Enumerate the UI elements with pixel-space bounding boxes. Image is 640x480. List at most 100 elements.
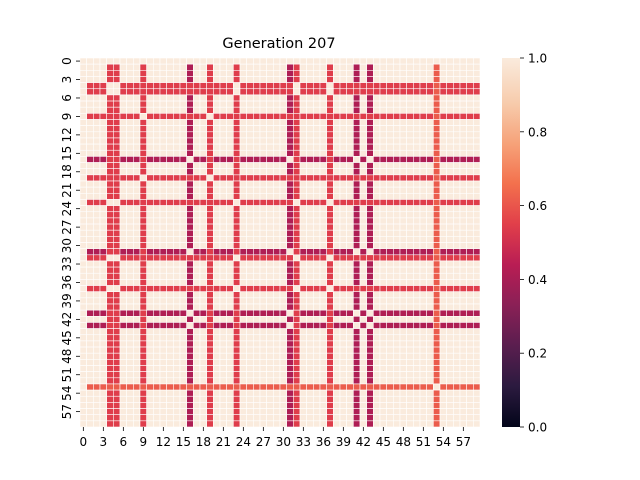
heatmap-cell <box>79 119 87 126</box>
heatmap-cell <box>306 346 314 354</box>
heatmap-cell <box>426 131 434 139</box>
heatmap-cell <box>93 131 101 139</box>
heatmap-cell <box>79 346 87 354</box>
heatmap-cell <box>273 229 281 237</box>
heatmap-cell <box>366 180 374 188</box>
heatmap-cell <box>79 328 87 336</box>
heatmap-cell <box>173 420 181 428</box>
heatmap-cell <box>159 291 167 299</box>
heatmap-cell <box>293 199 301 206</box>
heatmap-cell <box>179 414 187 422</box>
heatmap-cell <box>173 236 181 243</box>
heatmap-cell <box>373 266 381 274</box>
heatmap-cell <box>466 70 474 77</box>
heatmap-cell <box>386 260 394 268</box>
heatmap-cell <box>193 377 201 385</box>
heatmap-cell <box>333 340 341 348</box>
heatmap-cell <box>326 334 334 342</box>
heatmap-cell <box>246 125 254 133</box>
heatmap-cell <box>306 63 314 71</box>
heatmap-cell <box>233 63 241 71</box>
heatmap-cell <box>326 119 334 126</box>
heatmap-cell <box>159 162 167 170</box>
heatmap-cell <box>199 328 207 336</box>
heatmap-cell <box>233 193 241 200</box>
heatmap-cell <box>279 143 287 151</box>
heatmap-cell <box>426 359 434 366</box>
heatmap-cell <box>213 395 221 403</box>
heatmap-cell <box>433 371 441 379</box>
heatmap-cell <box>259 88 267 96</box>
heatmap-cell <box>446 365 454 372</box>
heatmap-cell <box>86 205 94 213</box>
heatmap-cell <box>406 106 414 114</box>
heatmap-cell <box>459 420 467 428</box>
heatmap-cell <box>179 291 187 299</box>
heatmap-cell <box>253 94 261 102</box>
heatmap-cell <box>339 266 347 274</box>
heatmap-cell <box>226 266 234 274</box>
heatmap-cell <box>153 334 161 342</box>
heatmap-cell <box>199 57 207 65</box>
heatmap-cell <box>433 76 441 83</box>
heatmap-cell <box>266 371 274 379</box>
heatmap-cell <box>173 168 181 176</box>
heatmap-cell <box>333 383 341 391</box>
heatmap-cell <box>366 328 374 336</box>
heatmap-cell <box>219 186 227 194</box>
heatmap-cell <box>273 260 281 268</box>
heatmap-cell <box>399 156 407 163</box>
heatmap-cell <box>339 113 347 120</box>
heatmap-cell <box>366 70 374 77</box>
heatmap-cell <box>426 242 434 249</box>
heatmap-cell <box>266 199 274 206</box>
heatmap-cell <box>306 383 314 391</box>
heatmap-cell <box>419 70 427 77</box>
heatmap-cell <box>179 125 187 133</box>
heatmap-cell <box>386 156 394 163</box>
heatmap-cell <box>186 211 194 219</box>
heatmap-cell <box>206 346 214 354</box>
heatmap-cell <box>339 137 347 145</box>
heatmap-cell <box>353 248 361 256</box>
heatmap-cell <box>219 119 227 126</box>
heatmap-cell <box>466 119 474 126</box>
heatmap-cell <box>186 383 194 391</box>
heatmap-cell <box>86 352 94 360</box>
heatmap-cell <box>459 322 467 329</box>
heatmap-cell <box>346 88 354 96</box>
heatmap-cell <box>326 340 334 348</box>
heatmap-cell <box>86 137 94 145</box>
heatmap-cell <box>426 285 434 292</box>
heatmap-cell <box>359 408 367 415</box>
heatmap-cell <box>313 174 321 182</box>
heatmap-cell <box>259 137 267 145</box>
heatmap-cell <box>179 168 187 176</box>
heatmap-cell <box>179 242 187 249</box>
heatmap-cell <box>453 193 461 200</box>
heatmap-cell <box>86 297 94 305</box>
heatmap-cell <box>346 371 354 379</box>
heatmap-cell <box>259 420 267 428</box>
heatmap-cell <box>286 328 294 336</box>
heatmap-cell <box>393 334 401 342</box>
heatmap-cell <box>279 70 287 77</box>
heatmap-cell <box>299 119 307 126</box>
heatmap-cell <box>386 285 394 292</box>
heatmap-cell <box>139 63 147 71</box>
heatmap-cell <box>153 402 161 409</box>
heatmap-cell <box>106 322 114 329</box>
heatmap-cell <box>406 57 414 65</box>
heatmap-cell <box>99 149 107 157</box>
heatmap-cell <box>266 229 274 237</box>
heatmap-cell <box>413 82 421 90</box>
heatmap-cell <box>226 57 234 65</box>
heatmap-cell <box>346 359 354 366</box>
heatmap-cell <box>86 229 94 237</box>
heatmap-cell <box>406 113 414 120</box>
heatmap-cell <box>146 352 154 360</box>
heatmap-cell <box>139 94 147 102</box>
heatmap-cell <box>299 272 307 280</box>
heatmap-cell <box>246 88 254 96</box>
heatmap-cell <box>386 377 394 385</box>
